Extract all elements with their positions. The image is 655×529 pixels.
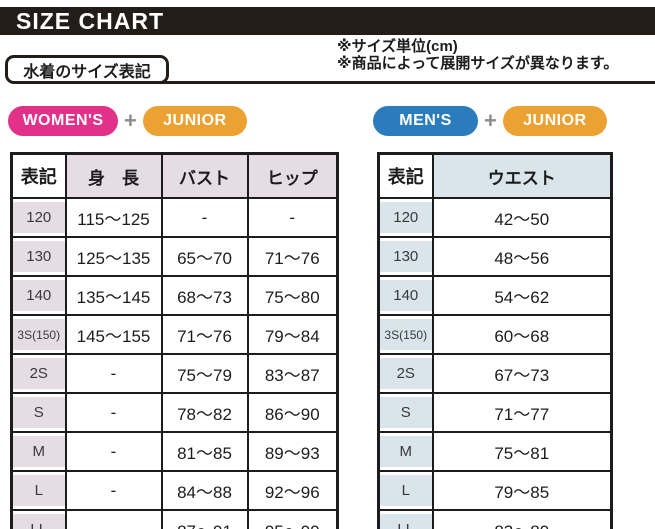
measurement-cell: 71～76 (246, 236, 339, 277)
plus-sign: + (124, 108, 137, 133)
measurement-cell: 71～77 (431, 392, 613, 433)
womens-badge-group: WOMEN'S + JUNIOR (8, 106, 247, 136)
table-row: 3S(150) 60～68 (377, 314, 613, 355)
measurement-cell: 60～68 (431, 314, 613, 355)
table-row: 130 125～135 65～70 71～76 (10, 236, 339, 277)
section-label: 水着のサイズ表記 (5, 55, 169, 84)
size-code-cell: 130 (10, 236, 67, 277)
measurement-cell: 68～73 (160, 275, 249, 316)
mens-badge-group: MEN'S + JUNIOR (373, 106, 607, 136)
table-row: 2S -75～79 83～87 (10, 353, 339, 394)
measurement-cell: - (64, 392, 163, 433)
measurement-cell: - (160, 197, 249, 238)
plus-sign: + (484, 108, 497, 133)
measurement-cell: - (64, 431, 163, 472)
table-row: M 75～81 (377, 431, 613, 472)
column-header: ヒップ (246, 152, 339, 199)
size-code-cell: S (10, 392, 67, 433)
size-code-cell: S (377, 392, 434, 433)
size-code-cell: 140 (377, 275, 434, 316)
measurement-cell: 84～88 (160, 470, 249, 511)
measurement-cell: 83～87 (246, 353, 339, 394)
measurement-cell: 54～62 (431, 275, 613, 316)
size-code-cell: 120 (377, 197, 434, 238)
size-code-cell: 2S (377, 353, 434, 394)
size-code-cell: M (10, 431, 67, 472)
column-header: 表記 (377, 152, 434, 199)
size-code-cell: L (10, 470, 67, 511)
table-row: LL83～89 (377, 509, 613, 529)
junior-badge: JUNIOR (142, 106, 247, 136)
header-row: 表記身 長バスト ヒップ (10, 152, 339, 199)
size-code-cell: M (377, 431, 434, 472)
measurement-cell: 71～76 (160, 314, 249, 355)
measurement-cell: 92～96 (246, 470, 339, 511)
measurement-cell: 67～73 (431, 353, 613, 394)
measurement-cell: - (246, 197, 339, 238)
table-row: M -81～85 89～93 (10, 431, 339, 472)
measurement-cell: - (64, 353, 163, 394)
measurement-cell: 48～56 (431, 236, 613, 277)
table-row: L -84～88 92～96 (10, 470, 339, 511)
measurement-cell: 42～50 (431, 197, 613, 238)
notes: ※サイズ単位(cm) ※商品によって展開サイズが異なります。 (337, 38, 618, 72)
size-code-cell: 3S(150) (377, 314, 434, 355)
column-header: ウエスト (431, 152, 613, 199)
table-row: 2S 67～73 (377, 353, 613, 394)
junior-badge: JUNIOR (502, 106, 607, 136)
measurement-cell: 81～85 (160, 431, 249, 472)
size-code-cell: 2S (10, 353, 67, 394)
measurement-cell: 75～81 (431, 431, 613, 472)
measurement-cell: 79～85 (431, 470, 613, 511)
column-header: 表記 (10, 152, 67, 199)
measurement-cell: 75～80 (246, 275, 339, 316)
table-row: 3S(150) 145～155 71～76 79～84 (10, 314, 339, 355)
measurement-cell: 145～155 (64, 314, 163, 355)
measurement-cell: 135～145 (64, 275, 163, 316)
size-code-cell: LL (10, 509, 67, 529)
table-row: 120 115～125- - (10, 197, 339, 238)
size-code-cell: 140 (10, 275, 67, 316)
measurement-cell: 115～125 (64, 197, 163, 238)
measurement-cell: 79～84 (246, 314, 339, 355)
measurement-cell: 89～93 (246, 431, 339, 472)
table-row: 140 54～62 (377, 275, 613, 316)
measurement-cell: 95～99 (246, 509, 339, 529)
table-row: 130 48～56 (377, 236, 613, 277)
womens-badge: WOMEN'S (8, 106, 118, 136)
womens-size-table: 表記身 長バスト ヒップ 120 115～125- -130 125～135 65～70 7… (10, 152, 339, 529)
title-bar: SIZE CHART (0, 7, 655, 35)
table-row: L 79～85 (377, 470, 613, 511)
section-divider-rule (150, 81, 655, 84)
table-row: 120 42～50 (377, 197, 613, 238)
size-code-cell: LL (377, 509, 434, 529)
table-row: S 71～77 (377, 392, 613, 433)
table-row: 140 135～145 68～73 75～80 (10, 275, 339, 316)
measurement-cell: 65～70 (160, 236, 249, 277)
table-row: S -78～82 86～90 (10, 392, 339, 433)
measurement-cell: 75～79 (160, 353, 249, 394)
note-availability: ※商品によって展開サイズが異なります。 (337, 55, 619, 72)
column-header: 身 長 (64, 152, 163, 199)
measurement-cell: - (64, 470, 163, 511)
page-title: SIZE CHART (16, 7, 164, 34)
size-code-cell: L (377, 470, 434, 511)
measurement-cell: - (64, 509, 163, 529)
size-code-cell: 130 (377, 236, 434, 277)
size-code-cell: 120 (10, 197, 67, 238)
measurement-cell: 125～135 (64, 236, 163, 277)
mens-badge: MEN'S (373, 106, 478, 136)
size-code-cell: 3S(150) (10, 314, 67, 355)
table-row: LL-87～9195～99 (10, 509, 339, 529)
note-size-unit: ※サイズ単位(cm) (337, 38, 458, 55)
column-header: バスト (160, 152, 249, 199)
measurement-cell: 78～82 (160, 392, 249, 433)
mens-size-table: 表記 ウエスト 120 42～50 130 48～56 140 54～62 3S(150) 60… (377, 152, 613, 529)
measurement-cell: 87～91 (160, 509, 249, 529)
measurement-cell: 86～90 (246, 392, 339, 433)
header-row: 表記 ウエスト (377, 152, 613, 199)
measurement-cell: 83～89 (431, 509, 613, 529)
